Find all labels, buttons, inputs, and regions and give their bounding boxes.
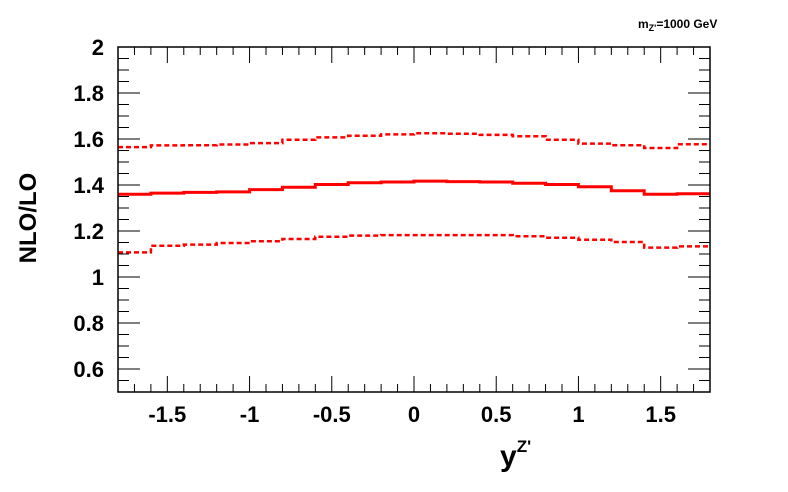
axes: [117, 46, 711, 393]
y-tick-label: 2: [92, 35, 104, 60]
y-tick-label: 1.2: [73, 219, 104, 244]
y-tick-label: 1: [92, 265, 104, 290]
y-tick-label: 1.6: [73, 127, 104, 152]
x-tick-label: -0.5: [313, 402, 351, 427]
annotation-subscript: Z': [649, 23, 657, 33]
series-line-2: [118, 233, 710, 254]
x-tick-label: -1: [240, 402, 260, 427]
plot-area: [118, 132, 710, 254]
y-tick-label: 1.8: [73, 81, 104, 106]
y-tick-label: 0.8: [73, 311, 104, 336]
x-axis-title-main: y: [500, 440, 517, 473]
x-tick-label: 0: [408, 402, 420, 427]
x-tick-label: -1.5: [148, 402, 186, 427]
tick-labels: -1.5 -1 -0.5 0 0.5 1 1.5 0.6 0.8 1 1.2 1.4 1.6 1.8 2: [73, 35, 676, 427]
x-tick-label: 1.5: [645, 402, 676, 427]
x-tick-label: 0.5: [481, 402, 512, 427]
y-axis-title: NLO/LO: [15, 173, 42, 264]
x-tick-label: 1: [572, 402, 584, 427]
mass-annotation: mZ'=1000 GeV: [638, 17, 717, 33]
y-tick-label: 0.6: [73, 357, 104, 382]
y-tick-label: 1.4: [73, 173, 104, 198]
plot-frame: [117, 46, 711, 393]
series-line-1: [118, 132, 710, 150]
x-axis-title: yZ': [500, 437, 531, 473]
annotation-value: =1000 GeV: [656, 17, 717, 31]
series-line-0: [118, 179, 710, 196]
x-axis-title-superscript: Z': [517, 437, 531, 456]
annotation-main: m: [638, 17, 649, 31]
